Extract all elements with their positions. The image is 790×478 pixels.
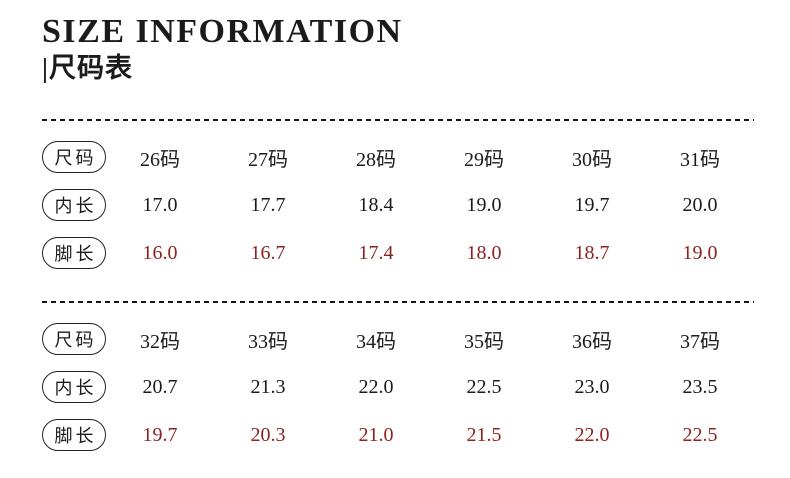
foot-length-cell: 22.0 (574, 423, 610, 446)
foot-length-row-label: 脚长 (42, 237, 106, 270)
size-cell: 35码 (464, 330, 504, 353)
size-cell: 32码 (140, 330, 180, 353)
foot-length-cell: 21.5 (466, 423, 502, 446)
size-table-section-2: 尺码 32码 33码 34码 35码 36码 37码 内长 20.7 21.3 … (42, 303, 754, 459)
size-cell: 34码 (356, 330, 396, 353)
size-cell: 33码 (248, 330, 288, 353)
dashed-divider-middle (42, 301, 754, 304)
inner-length-cell: 19.7 (574, 193, 610, 216)
dashed-divider-top (42, 119, 754, 122)
size-row-label: 尺码 (42, 323, 106, 356)
size-cell: 28码 (356, 148, 396, 171)
foot-length-cell: 17.4 (358, 241, 394, 264)
inner-length-cell: 20.7 (142, 375, 178, 398)
foot-length-cell: 20.3 (250, 423, 286, 446)
inner-length-cell: 21.3 (250, 375, 286, 398)
foot-length-cell: 19.0 (682, 241, 718, 264)
size-row-label: 尺码 (42, 141, 106, 174)
foot-length-cell: 16.7 (250, 241, 286, 264)
foot-length-cell: 16.0 (142, 241, 178, 264)
inner-length-cell: 23.5 (682, 375, 718, 398)
foot-length-row: 脚长 19.7 20.3 21.0 21.5 22.0 22.5 (42, 411, 754, 459)
inner-length-cell: 19.0 (466, 193, 502, 216)
foot-length-cell: 18.7 (574, 241, 610, 264)
page-subtitle: |尺码表 (42, 53, 133, 84)
foot-length-cell: 18.0 (466, 241, 502, 264)
inner-length-cell: 18.4 (358, 193, 394, 216)
inner-length-cell: 17.0 (142, 193, 178, 216)
size-cell: 30码 (572, 148, 612, 171)
size-cell: 36码 (572, 330, 612, 353)
size-cell: 29码 (464, 148, 504, 171)
page-title: SIZE INFORMATION (42, 13, 403, 50)
foot-length-cell: 19.7 (142, 423, 178, 446)
size-row: 尺码 26码 27码 28码 29码 30码 31码 (42, 133, 754, 181)
inner-length-cell: 23.0 (574, 375, 610, 398)
header: SIZE INFORMATION |尺码表 (0, 0, 790, 84)
inner-length-row: 内长 17.0 17.7 18.4 19.0 19.7 20.0 (42, 181, 754, 229)
inner-length-cell: 22.0 (358, 375, 394, 398)
size-table: 尺码 26码 27码 28码 29码 30码 31码 内长 17.0 17.7 … (42, 119, 754, 459)
foot-length-row-label: 脚长 (42, 419, 106, 452)
foot-length-row: 脚长 16.0 16.7 17.4 18.0 18.7 19.0 (42, 229, 754, 277)
size-cell: 31码 (680, 148, 720, 171)
inner-length-row-label: 内长 (42, 371, 106, 404)
foot-length-cell: 21.0 (358, 423, 394, 446)
inner-length-cell: 22.5 (466, 375, 502, 398)
size-row: 尺码 32码 33码 34码 35码 36码 37码 (42, 315, 754, 363)
inner-length-row: 内长 20.7 21.3 22.0 22.5 23.0 23.5 (42, 363, 754, 411)
size-cell: 26码 (140, 148, 180, 171)
foot-length-cell: 22.5 (682, 423, 718, 446)
size-cell: 37码 (680, 330, 720, 353)
size-cell: 27码 (248, 148, 288, 171)
inner-length-row-label: 内长 (42, 189, 106, 222)
inner-length-cell: 17.7 (250, 193, 286, 216)
inner-length-cell: 20.0 (682, 193, 718, 216)
size-table-section-1: 尺码 26码 27码 28码 29码 30码 31码 内长 17.0 17.7 … (42, 121, 754, 277)
